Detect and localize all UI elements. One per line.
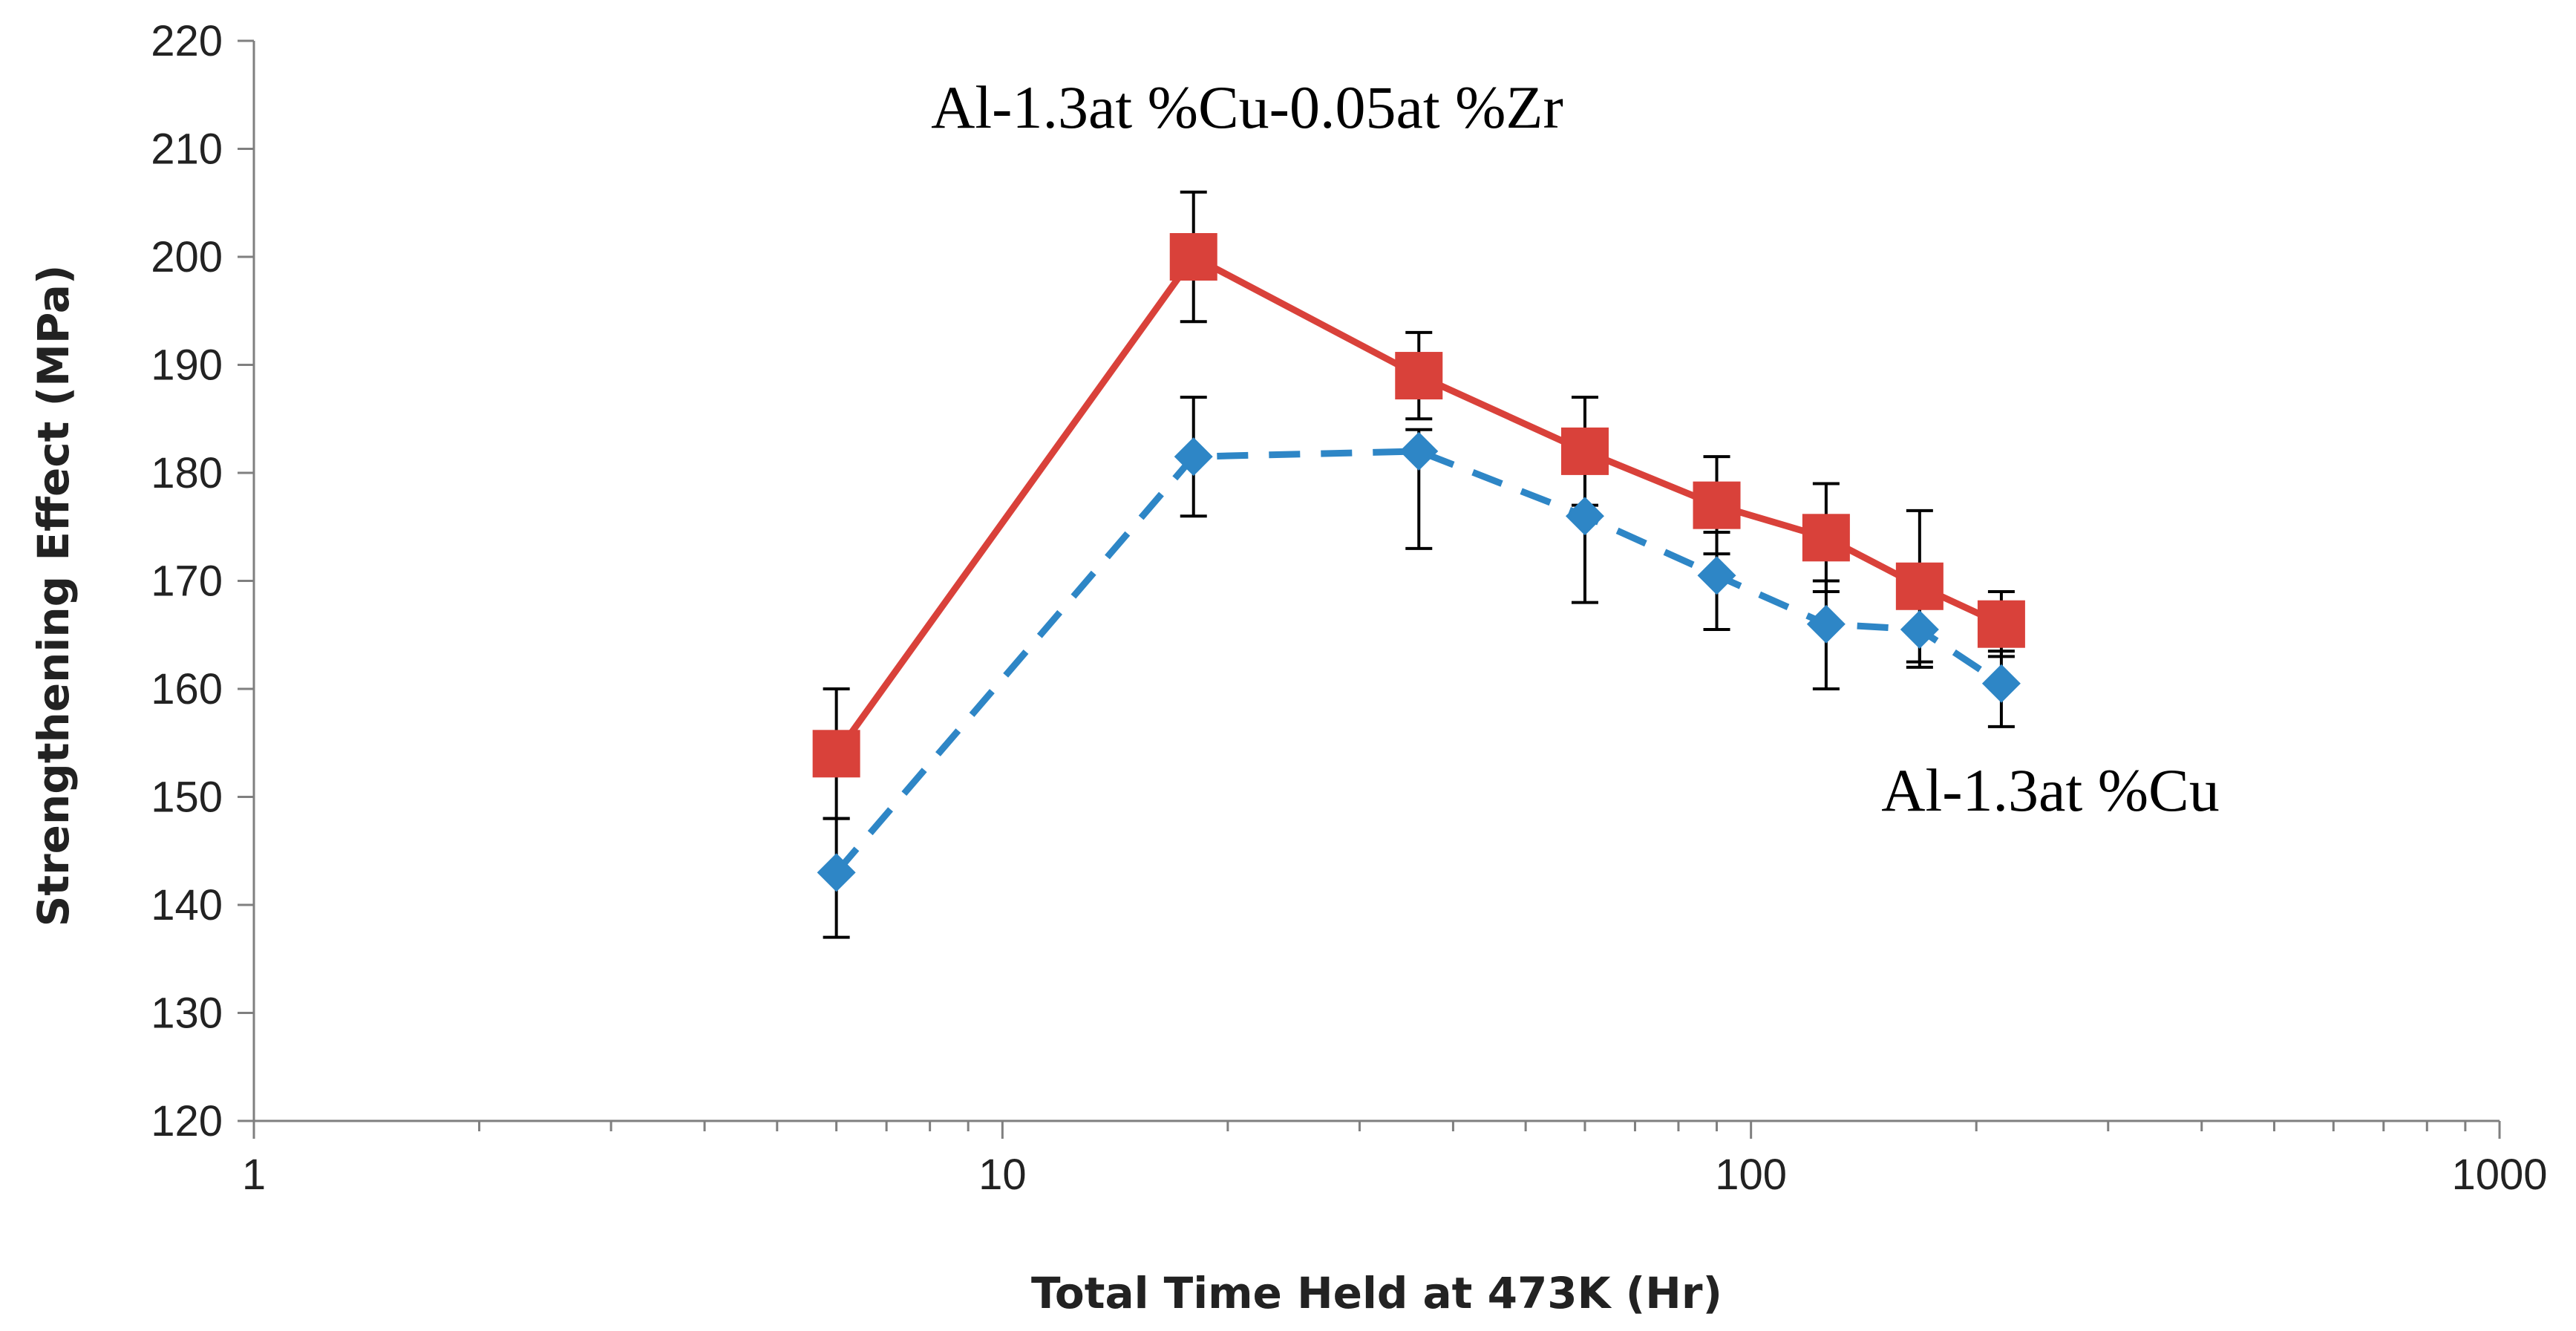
x-axis-title: Total Time Held at 473K (Hr) — [1031, 1268, 1722, 1318]
data-point-square — [1560, 427, 1609, 475]
data-point-square — [1693, 481, 1741, 529]
y-tick-label: 160 — [151, 665, 223, 713]
data-point-diamond — [1900, 609, 1939, 649]
error-bars-layer — [823, 190, 2015, 939]
data-point-square — [812, 730, 860, 778]
data-point-diamond — [1399, 431, 1439, 471]
data-point-diamond — [817, 853, 856, 892]
data-point-square — [1395, 352, 1443, 400]
y-tick-label: 170 — [151, 557, 223, 606]
y-tick-label: 210 — [151, 125, 223, 174]
data-point-diamond — [1174, 437, 1213, 477]
data-point-square — [1895, 562, 1944, 610]
x-tick-label: 1 — [242, 1151, 266, 1199]
y-tick-label: 120 — [151, 1097, 223, 1145]
y-tick-label: 180 — [151, 449, 223, 497]
x-tick-label: 1000 — [2451, 1151, 2547, 1199]
y-tick-label: 190 — [151, 341, 223, 390]
annotation-al-cu-zr: Al-1.3at %Cu-0.05at %Zr — [931, 73, 1563, 141]
data-point-diamond — [1565, 497, 1604, 536]
data-point-diamond — [1806, 604, 1846, 644]
data-point-diamond — [1981, 664, 2021, 703]
y-tick-label: 220 — [151, 17, 223, 65]
annotation-al-cu: Al-1.3at %Cu — [1881, 756, 2219, 824]
x-tick-label: 100 — [1715, 1151, 1787, 1199]
data-point-square — [1977, 600, 2025, 648]
series-line-al-cu — [834, 448, 2004, 875]
labels-layer: Total Time Held at 473K (Hr) Strengthenin… — [28, 73, 2220, 1318]
data-point-square — [1802, 514, 1850, 562]
x-tick-label: 10 — [978, 1151, 1027, 1199]
y-tick-label: 130 — [151, 990, 223, 1038]
data-point-diamond — [1697, 556, 1736, 595]
y-tick-label: 200 — [151, 233, 223, 281]
y-axis-title: Strengthening Effect (MPa) — [28, 265, 79, 927]
axes-layer: 120 130 140 150 160 170 180 190 200 210 220 1 10 100 1… — [151, 17, 2547, 1199]
y-tick-label: 140 — [151, 881, 223, 929]
data-point-square — [1169, 233, 1217, 281]
series-layer — [812, 233, 2025, 892]
y-tick-label: 150 — [151, 774, 223, 822]
